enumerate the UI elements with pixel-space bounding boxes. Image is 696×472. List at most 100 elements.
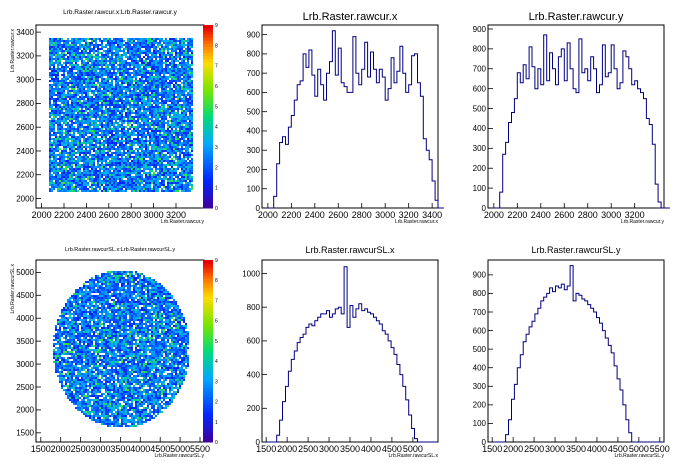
heatmap-cell <box>171 116 173 118</box>
heatmap-cell <box>73 118 75 120</box>
heatmap-cell <box>91 106 93 108</box>
heatmap-cell <box>95 68 97 70</box>
heatmap-cell <box>183 74 185 76</box>
heatmap-cell <box>135 114 137 116</box>
heatmap-cell <box>179 108 181 110</box>
heatmap-cell <box>93 72 95 74</box>
heatmap-cell <box>189 46 191 48</box>
heatmap-cell <box>153 132 155 134</box>
heatmap-cell <box>115 54 117 56</box>
heatmap-cell <box>157 92 159 94</box>
colorbar-segment <box>203 73 213 78</box>
heatmap-cell <box>137 44 139 46</box>
heatmap-cell <box>121 162 123 164</box>
heatmap-cell <box>185 54 187 56</box>
heatmap-cell <box>81 146 83 148</box>
heatmap-cell <box>81 96 83 98</box>
heatmap-cell <box>167 64 169 66</box>
colorbar-segment <box>203 177 213 182</box>
heatmap-cell <box>163 124 165 126</box>
heatmap-cell <box>141 144 143 146</box>
heatmap-cell <box>99 130 101 132</box>
heatmap-cell <box>153 68 155 70</box>
heatmap-cell <box>123 132 125 134</box>
heatmap-cell <box>123 164 125 166</box>
heatmap-cell <box>173 148 175 150</box>
heatmap-cell <box>63 142 65 144</box>
heatmap-cell <box>91 98 93 100</box>
heatmap-cell <box>133 96 135 98</box>
heatmap-cell <box>85 146 87 148</box>
heatmap-cell <box>185 186 187 188</box>
heatmap-cell <box>101 98 103 100</box>
heatmap-cell <box>55 120 57 122</box>
heatmap-cell <box>181 182 183 184</box>
heatmap-cell <box>75 130 77 132</box>
heatmap-cell <box>175 162 177 164</box>
heatmap-cell <box>159 64 161 66</box>
heatmap-cell <box>95 78 97 80</box>
heatmap-cell <box>97 92 99 94</box>
heatmap-cell <box>159 120 161 122</box>
heatmap-cell <box>57 68 59 70</box>
heatmap-cell <box>51 64 53 66</box>
heatmap-cell <box>49 94 51 96</box>
heatmap-cell <box>79 114 81 116</box>
heatmap-cell <box>137 68 139 70</box>
heatmap-cell <box>97 190 99 192</box>
heatmap-cell <box>115 172 117 174</box>
heatmap-cell <box>155 168 157 170</box>
heatmap-cell <box>135 62 137 64</box>
heatmap-cell <box>133 56 135 58</box>
heatmap-cell <box>141 42 143 44</box>
heatmap-cell <box>65 80 67 82</box>
heatmap-cell <box>49 100 51 102</box>
heatmap-cell <box>109 92 111 94</box>
heatmap-cell <box>161 124 163 126</box>
heatmap-cell <box>173 190 175 192</box>
heatmap-cell <box>187 58 189 60</box>
heatmap-cell <box>133 46 135 48</box>
heatmap-cell <box>89 70 91 72</box>
heatmap-cell <box>157 114 159 116</box>
heatmap-cell <box>69 72 71 74</box>
heatmap-cell <box>179 114 181 116</box>
heatmap-cell <box>75 116 77 118</box>
heatmap-cell <box>131 162 133 164</box>
heatmap-cell <box>101 80 103 82</box>
heatmap-cell <box>161 50 163 52</box>
heatmap-cell <box>175 44 177 46</box>
heatmap-cell <box>147 84 149 86</box>
heatmap-cell <box>129 50 131 52</box>
heatmap-cell <box>69 168 71 170</box>
heatmap-cell <box>97 104 99 106</box>
heatmap-cell <box>167 184 169 186</box>
heatmap-cell <box>181 178 183 180</box>
heatmap-cell <box>141 152 143 154</box>
heatmap-cell <box>149 166 151 168</box>
colorbar-segment <box>203 143 213 148</box>
heatmap-cell <box>83 172 85 174</box>
heatmap-cell <box>179 118 181 120</box>
heatmap-cell <box>181 94 183 96</box>
heatmap-cell <box>191 168 193 170</box>
heatmap-cell <box>125 152 127 154</box>
heatmap-cell <box>139 70 141 72</box>
heatmap-cell <box>77 140 79 142</box>
heatmap-cell <box>135 50 137 52</box>
heatmap-cell <box>63 72 65 74</box>
heatmap-cell <box>81 132 83 134</box>
heatmap-cell <box>81 88 83 90</box>
heatmap-cell <box>177 66 179 68</box>
heatmap-cell <box>179 50 181 52</box>
heatmap-cell <box>81 124 83 126</box>
heatmap-cell <box>89 90 91 92</box>
heatmap-cell <box>159 152 161 154</box>
heatmap-cell <box>129 44 131 46</box>
heatmap-cell <box>73 150 75 152</box>
heatmap-cell <box>115 144 117 146</box>
heatmap-cell <box>185 56 187 58</box>
heatmap-cell <box>51 166 53 168</box>
heatmap-cell <box>169 142 171 144</box>
heatmap-cell <box>157 176 159 178</box>
